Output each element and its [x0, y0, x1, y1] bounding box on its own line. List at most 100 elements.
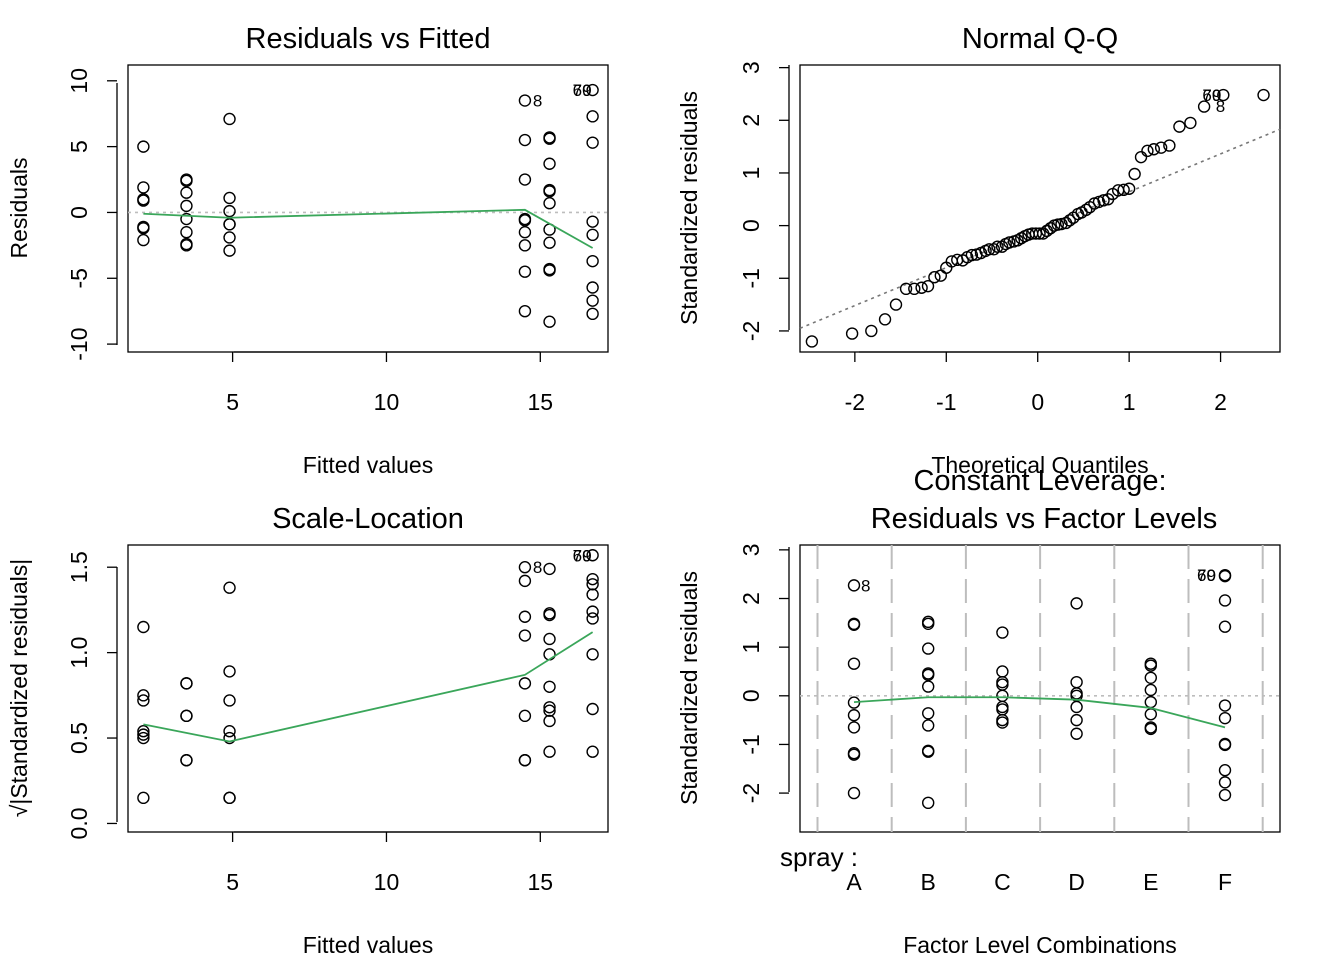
- data-point: [847, 721, 861, 734]
- data-point: [1070, 597, 1083, 610]
- x-tick-label: 10: [374, 869, 400, 895]
- data-point: [137, 731, 150, 745]
- data-point: [518, 225, 532, 239]
- data-point: [1218, 788, 1232, 802]
- data-point: [1218, 738, 1232, 752]
- data-point: [996, 626, 1009, 639]
- data-point: [983, 243, 996, 256]
- point-label: 69: [1197, 566, 1216, 585]
- data-point: [1144, 722, 1158, 736]
- data-point: [137, 689, 150, 702]
- x-tick-label: -1: [936, 389, 956, 415]
- data-point: [922, 617, 935, 631]
- x-tick-label: 10: [374, 389, 400, 415]
- data-point: [847, 657, 861, 670]
- data-point: [1003, 236, 1016, 249]
- data-point: [991, 240, 1004, 253]
- data-point: [1070, 687, 1083, 700]
- data-point: [223, 204, 236, 218]
- data-point: [1070, 727, 1083, 740]
- x-tick-label: 5: [226, 389, 239, 415]
- data-point: [996, 678, 1009, 691]
- data-point: [543, 648, 556, 661]
- data-point: [586, 702, 599, 716]
- data-point: [1218, 776, 1232, 789]
- data-point: [543, 680, 556, 693]
- x-tick-label: B: [921, 869, 936, 895]
- data-point: [1218, 699, 1232, 712]
- plot-frame: [799, 64, 1281, 353]
- data-point: [1218, 711, 1232, 725]
- data-point: [518, 173, 532, 186]
- point-label: 70: [573, 546, 592, 565]
- data-point: [1055, 217, 1068, 231]
- data-point: [1122, 182, 1136, 195]
- x-tick-label: 0: [1031, 389, 1044, 415]
- data-point: [847, 786, 861, 800]
- data-point: [996, 665, 1009, 678]
- data-point: [518, 709, 532, 723]
- point-label: 69: [1202, 86, 1221, 105]
- data-point: [847, 748, 861, 761]
- data-point: [996, 703, 1009, 716]
- data-point: [1217, 88, 1230, 102]
- data-point: [1063, 214, 1076, 227]
- data-point: [921, 279, 935, 293]
- data-point: [518, 239, 532, 252]
- data-point: [889, 298, 903, 311]
- data-point: [543, 701, 556, 714]
- data-point: [1144, 659, 1158, 672]
- data-point: [1097, 194, 1110, 207]
- data-point: [1154, 141, 1168, 154]
- data-point: [518, 133, 532, 147]
- y-axis-label: Standardized residuals: [676, 571, 702, 805]
- data-point: [1033, 227, 1046, 240]
- x-tick-label: 15: [528, 389, 554, 415]
- data-point: [1218, 620, 1232, 633]
- y-tick-label: 1: [738, 641, 764, 654]
- x-tick-label: -2: [845, 389, 865, 415]
- data-point: [543, 185, 556, 198]
- title-scale-location: Scale-Location: [272, 503, 464, 535]
- data-point: [996, 713, 1009, 727]
- data-point: [518, 574, 532, 588]
- data-point: [223, 694, 236, 707]
- data-point: [586, 83, 599, 97]
- x-tick-label: E: [1143, 869, 1158, 895]
- data-point: [928, 271, 941, 284]
- y-tick-label: -1: [738, 268, 764, 288]
- data-point: [180, 225, 193, 239]
- data-point: [1144, 708, 1158, 721]
- data-point: [180, 677, 193, 690]
- data-point: [543, 236, 556, 249]
- data-point: [847, 618, 861, 631]
- point-label: 70: [573, 81, 592, 100]
- data-point: [847, 579, 861, 592]
- data-point: [137, 791, 150, 805]
- y-axis-label: √|Standardized residuals|: [6, 559, 32, 818]
- data-point: [1144, 695, 1158, 709]
- data-point: [137, 725, 150, 738]
- data-point: [137, 728, 150, 741]
- data-point: [518, 610, 532, 623]
- y-tick-label: 0: [738, 219, 764, 232]
- data-point: [908, 282, 921, 296]
- data-point: [586, 281, 599, 294]
- data-point: [543, 562, 556, 576]
- data-point: [1070, 700, 1083, 714]
- data-point: [223, 218, 236, 231]
- data-point: [1117, 183, 1130, 197]
- data-point: [1144, 683, 1158, 697]
- data-point: [223, 731, 236, 745]
- factor-label: spray :: [780, 842, 858, 872]
- y-tick-label: 1.5: [66, 551, 92, 583]
- data-point: [586, 228, 599, 242]
- data-point: [137, 694, 150, 707]
- data-point: [847, 709, 861, 722]
- data-point: [1070, 713, 1083, 727]
- panel-scale-location: Scale-Location Fitted values √|Standardi…: [6, 503, 609, 958]
- smoother-line: [143, 631, 594, 743]
- subtitle-residuals-vs-factor-levels: Residuals vs Factor Levels: [871, 503, 1218, 535]
- data-point: [586, 572, 599, 586]
